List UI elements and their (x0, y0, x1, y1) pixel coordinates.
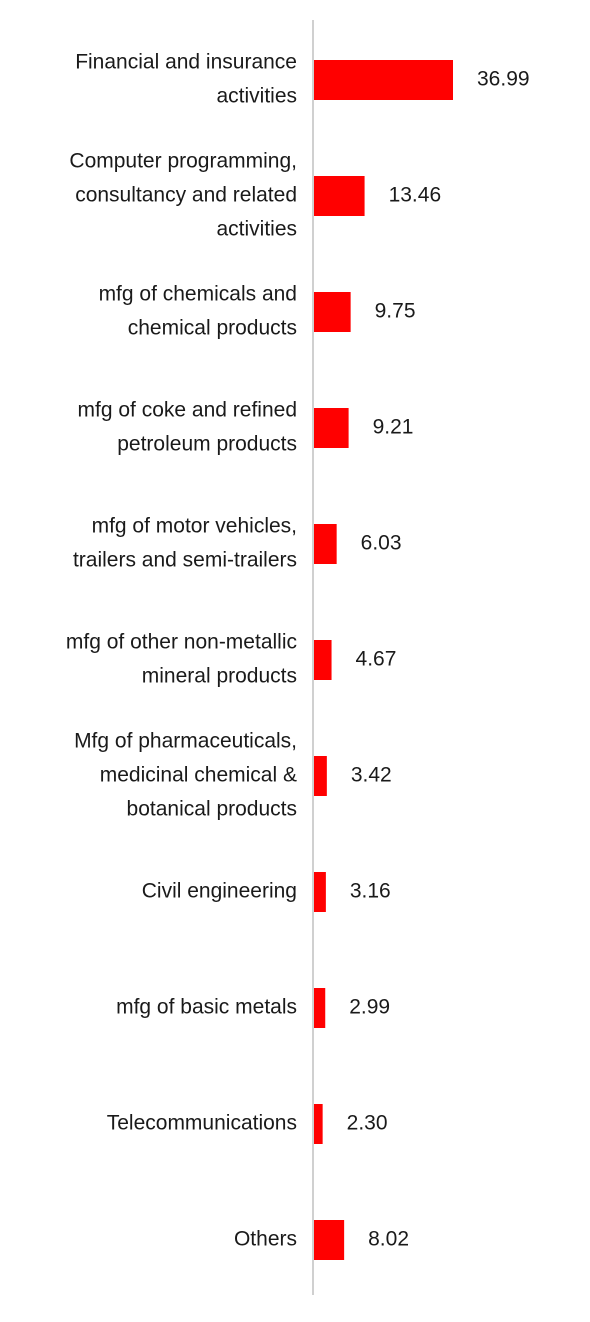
bars-layer (314, 60, 453, 1260)
category-label-line: consultancy and related (75, 184, 297, 207)
value-label: 3.42 (351, 764, 392, 787)
value-label: 4.67 (356, 648, 397, 671)
category-label: Mfg of pharmaceuticals, medicinal chemica… (74, 730, 297, 821)
category-label-line: Civil engineering (142, 880, 297, 903)
value-label: 2.30 (347, 1112, 388, 1135)
bar (314, 756, 327, 796)
category-label-line: mfg of basic metals (116, 996, 297, 1019)
category-label-line: activities (216, 85, 297, 108)
category-label-line: activities (216, 218, 297, 241)
category-label-line: chemical products (128, 317, 297, 340)
category-label: mfg of other non-metallic mineral product… (66, 631, 297, 688)
category-label-line: Financial and insurance (75, 51, 297, 74)
bar (314, 292, 351, 332)
category-label: Others (234, 1228, 297, 1251)
value-label: 8.02 (368, 1228, 409, 1251)
value-label: 6.03 (361, 532, 402, 555)
value-labels-layer: 36.99 13.46 9.75 9.21 6.03 4.67 3.42 3.16 2.99 2.… (347, 68, 530, 1251)
category-label: mfg of motor vehicles, trailers and semi-… (73, 515, 297, 572)
category-labels-layer: Financial and insurance activitiesCompute… (66, 51, 297, 1251)
bar (314, 524, 337, 564)
bar (314, 640, 332, 680)
bar (314, 1220, 345, 1260)
value-label: 13.46 (389, 184, 442, 207)
category-label-line: trailers and semi-trailers (73, 549, 297, 572)
category-label-line: petroleum products (117, 433, 297, 456)
value-label: 9.75 (375, 300, 416, 323)
category-label-line: Telecommunications (107, 1112, 297, 1135)
category-label-line: mineral products (142, 665, 297, 688)
bar (314, 408, 349, 448)
category-label: mfg of chemicals and chemical products (99, 283, 297, 340)
category-label-line: mfg of chemicals and (99, 283, 297, 306)
category-label: Civil engineering (142, 880, 297, 903)
bar (314, 872, 326, 912)
category-label-line: mfg of motor vehicles, (92, 515, 297, 538)
category-label: Computer programming, consultancy and rel… (69, 150, 297, 241)
value-label: 2.99 (349, 996, 390, 1019)
bar (314, 60, 453, 100)
category-label-line: mfg of coke and refined (78, 399, 297, 422)
category-label-line: medicinal chemical & (100, 764, 297, 787)
value-label: 36.99 (477, 68, 530, 91)
category-label: mfg of coke and refined petroleum product… (78, 399, 297, 456)
category-label: Financial and insurance activities (75, 51, 297, 108)
category-label-line: botanical products (127, 798, 297, 821)
bar (314, 1104, 323, 1144)
category-label-line: mfg of other non-metallic (66, 631, 297, 654)
value-label: 3.16 (350, 880, 391, 903)
category-label: mfg of basic metals (116, 996, 297, 1019)
category-label-line: Computer programming, (69, 150, 297, 173)
category-label-line: Mfg of pharmaceuticals, (74, 730, 297, 753)
category-label: Telecommunications (107, 1112, 297, 1135)
value-label: 9.21 (373, 416, 414, 439)
bar (314, 988, 326, 1028)
category-label-line: Others (234, 1228, 297, 1251)
bar (314, 176, 365, 216)
